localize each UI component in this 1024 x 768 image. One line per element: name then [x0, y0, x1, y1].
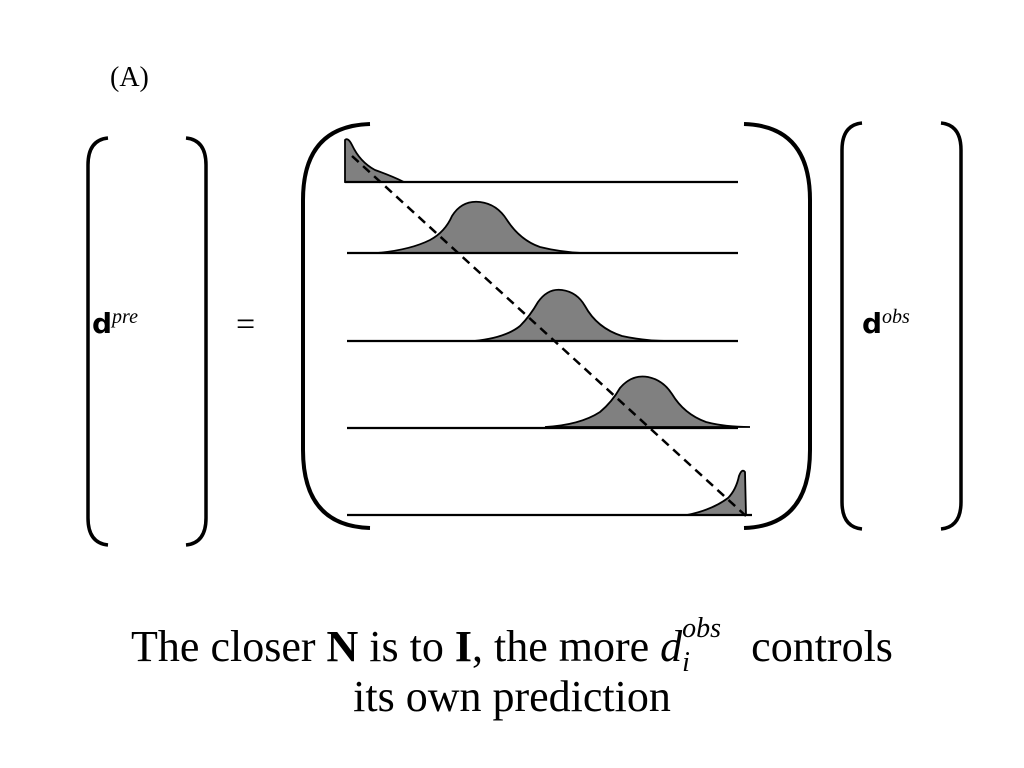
- matrix-left-paren: [301, 122, 371, 530]
- matrix-right-paren: [743, 122, 812, 530]
- caption-text-1: The closer: [131, 622, 327, 671]
- matrix-row-2-kernel: [376, 200, 583, 254]
- caption-I: I: [454, 622, 472, 671]
- d-pre-label: dpre: [92, 306, 138, 341]
- d-obs-superscript: obs: [882, 306, 910, 328]
- caption-text-2: is to: [358, 622, 455, 671]
- caption-d-superscript: obs: [682, 613, 722, 644]
- dpre-right-bracket: [185, 136, 208, 547]
- caption-line-1: The closer N is to I, the more d obs i con…: [0, 615, 1024, 677]
- matrix-row-4-kernel: [544, 375, 751, 428]
- caption-d-indices: obs i: [682, 615, 740, 677]
- dobs-left-bracket: [840, 121, 863, 531]
- caption-d: d: [660, 622, 683, 671]
- d-obs-symbol: d: [862, 307, 883, 340]
- panel-label: (A): [110, 62, 149, 93]
- d-pre-superscript: pre: [112, 306, 138, 328]
- d-obs-label: dobs: [862, 306, 910, 341]
- caption-d-subscript: i: [682, 647, 690, 678]
- matrix-row-5-kernel: [686, 469, 747, 516]
- matrix-row-3-kernel: [473, 288, 669, 342]
- caption: The closer N is to I, the more d obs i con…: [0, 615, 1024, 722]
- matrix-row-1-kernel: [344, 138, 405, 183]
- caption-line-2: its own prediction: [353, 672, 671, 721]
- d-pre-symbol: d: [92, 307, 113, 340]
- caption-text-3: , the more: [472, 622, 661, 671]
- dpre-left-bracket: [86, 136, 109, 547]
- caption-N: N: [326, 622, 359, 671]
- caption-text-4: controls: [740, 622, 893, 671]
- equals-sign: =: [236, 306, 256, 343]
- dobs-right-bracket: [940, 121, 963, 531]
